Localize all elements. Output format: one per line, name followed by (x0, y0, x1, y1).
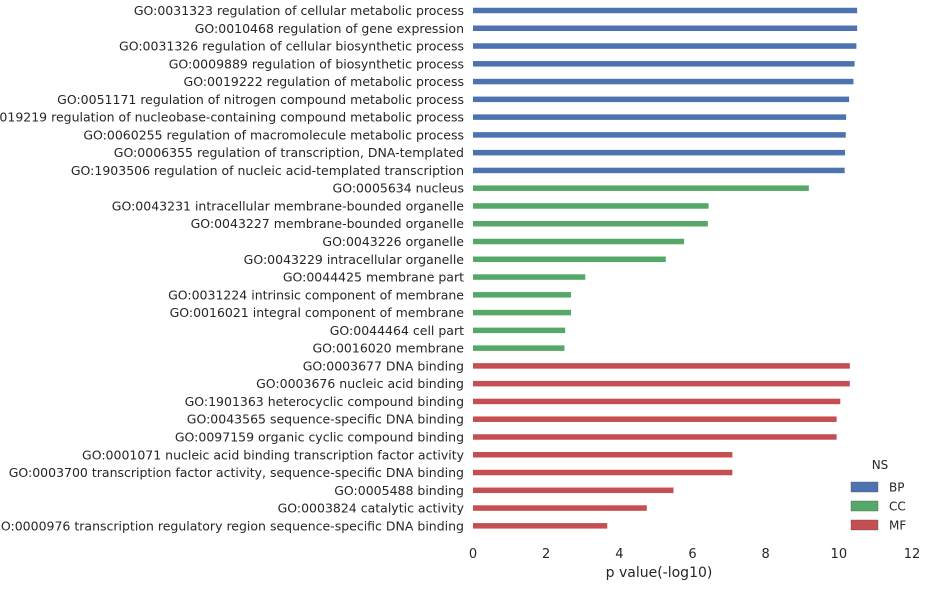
category-label: GO:0044425 membrane part (283, 270, 464, 285)
bar-cc (473, 256, 666, 263)
bar-mf (473, 416, 837, 422)
x-tick-label: 8 (762, 547, 770, 562)
x-tick-label: 2 (542, 547, 550, 562)
bar-mf (473, 434, 837, 440)
bar-cc (473, 203, 709, 209)
bar-cc (473, 274, 586, 280)
category-label: GO:0000976 transcription regulatory regi… (0, 518, 464, 533)
bar-bp (473, 114, 847, 120)
legend-swatch-bp (850, 481, 879, 493)
category-label: GO:0016020 membrane (312, 341, 464, 356)
legend-entries: BP CC MF (850, 481, 906, 533)
x-tick-labels-group: 0 2 4 6 8 10 12 (469, 547, 920, 562)
category-label: GO:0010468 regulation of gene expression (195, 21, 464, 36)
bar-cc (473, 292, 572, 298)
bar-cc (473, 309, 572, 316)
category-label: GO:0051171 regulation of nitrogen compou… (57, 92, 464, 107)
x-tick-label: 10 (831, 547, 848, 562)
category-label: GO:0003700 transcription factor activity… (9, 465, 464, 480)
x-tick-label: 6 (688, 547, 696, 562)
legend: NS BP CC MF (850, 458, 906, 533)
bar-bp (473, 167, 845, 174)
category-label: GO:0006355 regulation of transcription, … (114, 145, 464, 160)
bar-cc (473, 327, 566, 334)
category-label: GO:0043227 membrane-bounded organelle (191, 216, 465, 231)
bar-bp (473, 61, 855, 67)
x-tick-label: 4 (615, 547, 623, 562)
category-label: GO:0003824 catalytic activity (278, 501, 465, 516)
bar-bp (473, 132, 846, 138)
category-label: GO:0019222 regulation of metabolic proce… (184, 74, 464, 89)
category-label: GO:0019219 regulation of nucleobase-cont… (0, 110, 464, 125)
category-label: GO:1901363 heterocyclic compound binding (185, 394, 464, 409)
legend-title: NS (872, 458, 889, 472)
legend-swatch-cc (850, 500, 879, 512)
bar-mf (473, 398, 841, 405)
bar-mf (473, 452, 733, 458)
category-label: GO:0031326 regulation of cellular biosyn… (119, 39, 464, 54)
bar-bp (473, 149, 846, 156)
bar-mf (473, 363, 850, 369)
bar-mf (473, 523, 608, 529)
category-label: GO:1903506 regulation of nucleic acid-te… (71, 163, 464, 178)
legend-label-bp: BP (889, 481, 904, 495)
category-label: GO:0005488 binding (334, 483, 464, 498)
bar-mf (473, 505, 647, 511)
category-label: GO:0044464 cell part (330, 323, 464, 338)
legend-label-mf: MF (889, 519, 906, 533)
category-label: GO:0060255 regulation of macromolecule m… (83, 127, 464, 142)
bars-group (473, 7, 858, 529)
bar-bp (473, 7, 858, 14)
x-tick-label: 0 (469, 547, 477, 562)
legend-label-cc: CC (889, 500, 906, 514)
bar-bp (473, 96, 850, 103)
bar-bp (473, 43, 857, 49)
legend-swatch-mf (850, 519, 879, 531)
category-label: GO:0005634 nucleus (333, 181, 464, 196)
category-label: GO:0043229 intracellular organelle (244, 252, 465, 267)
category-label: GO:0043231 intracellular membrane-bounde… (112, 198, 465, 213)
bar-mf (473, 469, 733, 476)
category-label: GO:0043565 sequence-specific DNA binding (187, 412, 464, 427)
bar-cc (473, 345, 565, 351)
x-axis-label: p value(-log10) (606, 565, 713, 581)
bar-mf (473, 380, 850, 387)
category-label: GO:0043226 organelle (322, 234, 464, 249)
bar-bp (473, 25, 858, 32)
bar-bp (473, 78, 854, 85)
category-labels-group: GO:0031323 regulation of cellular metabo… (0, 3, 465, 533)
bar-mf (473, 487, 674, 494)
bar-cc (473, 220, 708, 227)
category-label: GO:0009889 regulation of biosynthetic pr… (169, 56, 464, 71)
bar-cc (473, 238, 685, 245)
category-label: GO:0016021 integral component of membran… (170, 305, 465, 320)
category-label: GO:0031224 intrinsic component of membra… (168, 287, 464, 302)
bar-cc (473, 185, 809, 191)
category-label: GO:0097159 organic cyclic compound bindi… (175, 429, 464, 444)
category-label: GO:0031323 regulation of cellular metabo… (134, 3, 464, 18)
category-label: GO:0003677 DNA binding (303, 358, 464, 373)
x-tick-label: 12 (904, 547, 921, 562)
category-label: GO:0003676 nucleic acid binding (256, 376, 464, 391)
category-label: GO:0001071 nucleic acid binding transcri… (82, 447, 465, 462)
